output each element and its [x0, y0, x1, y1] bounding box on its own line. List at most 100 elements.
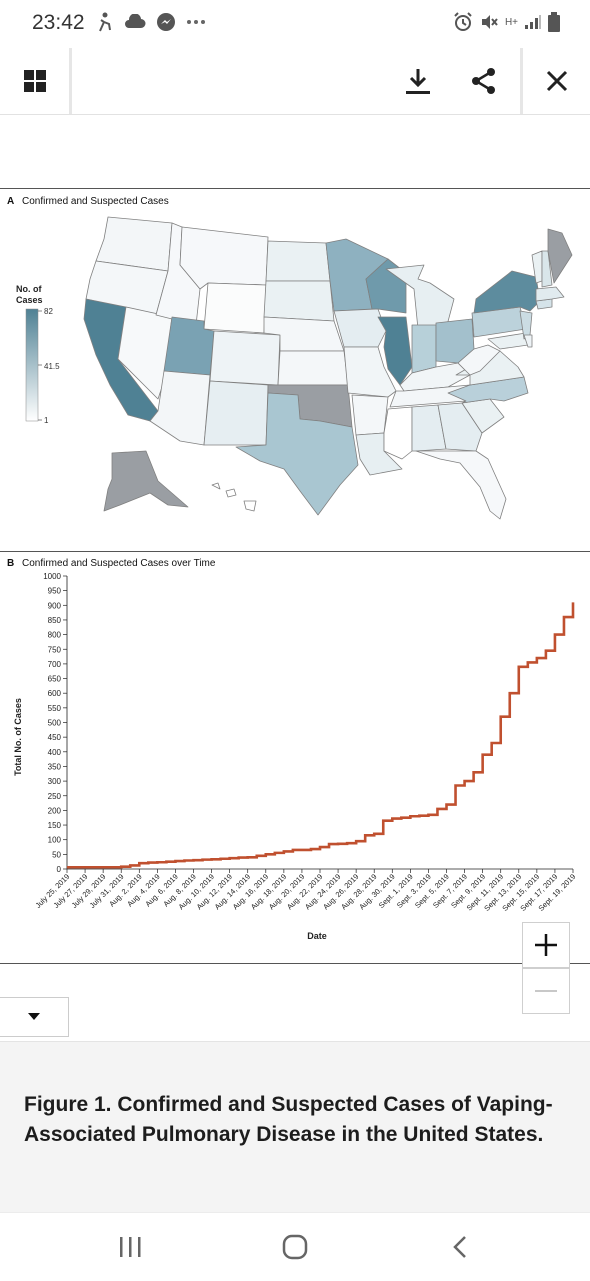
y-tick-label: 50: [52, 850, 61, 859]
y-tick-label: 550: [48, 704, 62, 713]
state-ia: [333, 308, 387, 348]
recent-apps-button[interactable]: [100, 1227, 160, 1267]
status-time: 23:42: [32, 11, 85, 34]
toolbar-divider: [69, 48, 72, 114]
y-tick-label: 0: [57, 865, 62, 874]
share-button[interactable]: [464, 61, 504, 101]
y-tick-label: 800: [48, 631, 62, 640]
state-co: [209, 330, 281, 386]
signal-icon: [525, 15, 541, 29]
state-nh: [541, 250, 553, 288]
state-az: [149, 370, 211, 446]
caret-down-icon: [28, 1013, 40, 1020]
legend-mid: 41.5: [44, 362, 60, 371]
y-tick-label: 200: [48, 806, 62, 815]
download-button[interactable]: [398, 61, 438, 101]
state-ma: [535, 286, 565, 302]
state-de: [523, 334, 533, 348]
figure-dropdown[interactable]: [0, 997, 69, 1037]
close-button[interactable]: [537, 61, 577, 101]
y-axis-label: Total No. of Cases: [13, 698, 23, 776]
chart-axes: [66, 576, 573, 870]
minus-icon: [535, 990, 557, 992]
legend-min: 1: [44, 416, 49, 425]
y-tick-label: 150: [48, 821, 62, 830]
grid-icon: [24, 70, 46, 92]
x-axis-label: Date: [307, 931, 327, 941]
state-tx: [235, 392, 359, 516]
home-button[interactable]: [265, 1227, 325, 1267]
y-tick-label: 750: [48, 645, 62, 654]
alarm-icon: [454, 12, 472, 31]
us-map: No. of Cases 82 41.5 1: [16, 216, 573, 520]
state-ga: [437, 402, 483, 452]
state-in: [411, 324, 437, 374]
state-fa: [415, 450, 507, 520]
y-tick-label: 850: [48, 616, 62, 625]
cloud-icon: [125, 14, 146, 28]
caption-area: Figure 1. Confirmed and Suspected Cases …: [0, 1041, 590, 1212]
download-icon: [406, 69, 430, 94]
state-sd: [263, 280, 335, 322]
share-icon: [472, 68, 495, 94]
y-tick-label: 100: [48, 836, 62, 845]
y-tick-label: 250: [48, 792, 62, 801]
state-al: [411, 404, 447, 452]
y-tick-label: 700: [48, 660, 62, 669]
home-icon: [282, 1234, 308, 1260]
plus-icon: [535, 934, 557, 956]
legend-color-bar: [25, 308, 39, 422]
more-icon: [187, 20, 205, 24]
toolbar-divider: [520, 48, 523, 114]
notification-icons: [96, 12, 206, 32]
legend-max: 82: [44, 307, 53, 316]
panel-divider: [0, 551, 590, 552]
y-tick-label: 500: [48, 719, 62, 728]
state-ks: [277, 350, 349, 386]
state-ar: [351, 394, 389, 436]
legend-title-line1: No. of: [16, 284, 42, 294]
state-hi: [211, 482, 257, 512]
panel-b-title: Confirmed and Suspected Cases over Time: [22, 558, 216, 569]
y-tick-label: 650: [48, 675, 62, 684]
state-me: [547, 228, 573, 284]
status-bar: 23:42 H+: [0, 0, 590, 48]
state-nm: [203, 380, 269, 446]
state-nd: [265, 240, 331, 282]
recent-apps-icon: [120, 1237, 141, 1257]
app-toolbar: [0, 48, 590, 115]
figure-panel[interactable]: A Confirmed and Suspected Cases: [0, 188, 590, 968]
mute-icon: [481, 15, 498, 29]
line-chart: 0 50 100 150 200 250 300 350 400 450 500 550 600 650 7…: [13, 572, 577, 941]
messenger-icon: [157, 13, 175, 31]
panel-a-letter: A: [7, 196, 15, 207]
system-icons: H+: [453, 12, 560, 32]
y-tick-label: 300: [48, 777, 62, 786]
grid-view-button[interactable]: [15, 61, 55, 101]
state-mi: [385, 264, 455, 330]
figure-caption: Figure 1. Confirmed and Suspected Cases …: [24, 1093, 553, 1146]
panel-b-letter: B: [7, 558, 15, 569]
zoom-out-button[interactable]: [522, 968, 570, 1014]
battery-icon: [548, 12, 560, 32]
cases-line: [67, 602, 575, 869]
close-icon: [546, 70, 568, 92]
android-nav-bar: [0, 1212, 590, 1281]
state-ny: [473, 270, 541, 314]
accessibility-icon: [99, 12, 111, 32]
state-mt: [179, 226, 269, 290]
state-ak: [103, 450, 189, 512]
y-tick-label: 600: [48, 689, 62, 698]
y-tick-label: 450: [48, 733, 62, 742]
zoom-in-button[interactable]: [522, 922, 570, 968]
state-ms: [383, 406, 413, 460]
back-icon: [453, 1236, 466, 1258]
y-tick-label: 400: [48, 748, 62, 757]
y-tick-label: 1000: [43, 572, 61, 581]
state-il: [377, 316, 413, 386]
back-button[interactable]: [430, 1227, 490, 1267]
y-tick-label: 950: [48, 587, 62, 596]
state-wv: [457, 344, 501, 376]
state-wy: [203, 282, 267, 334]
y-tick-label: 900: [48, 601, 62, 610]
